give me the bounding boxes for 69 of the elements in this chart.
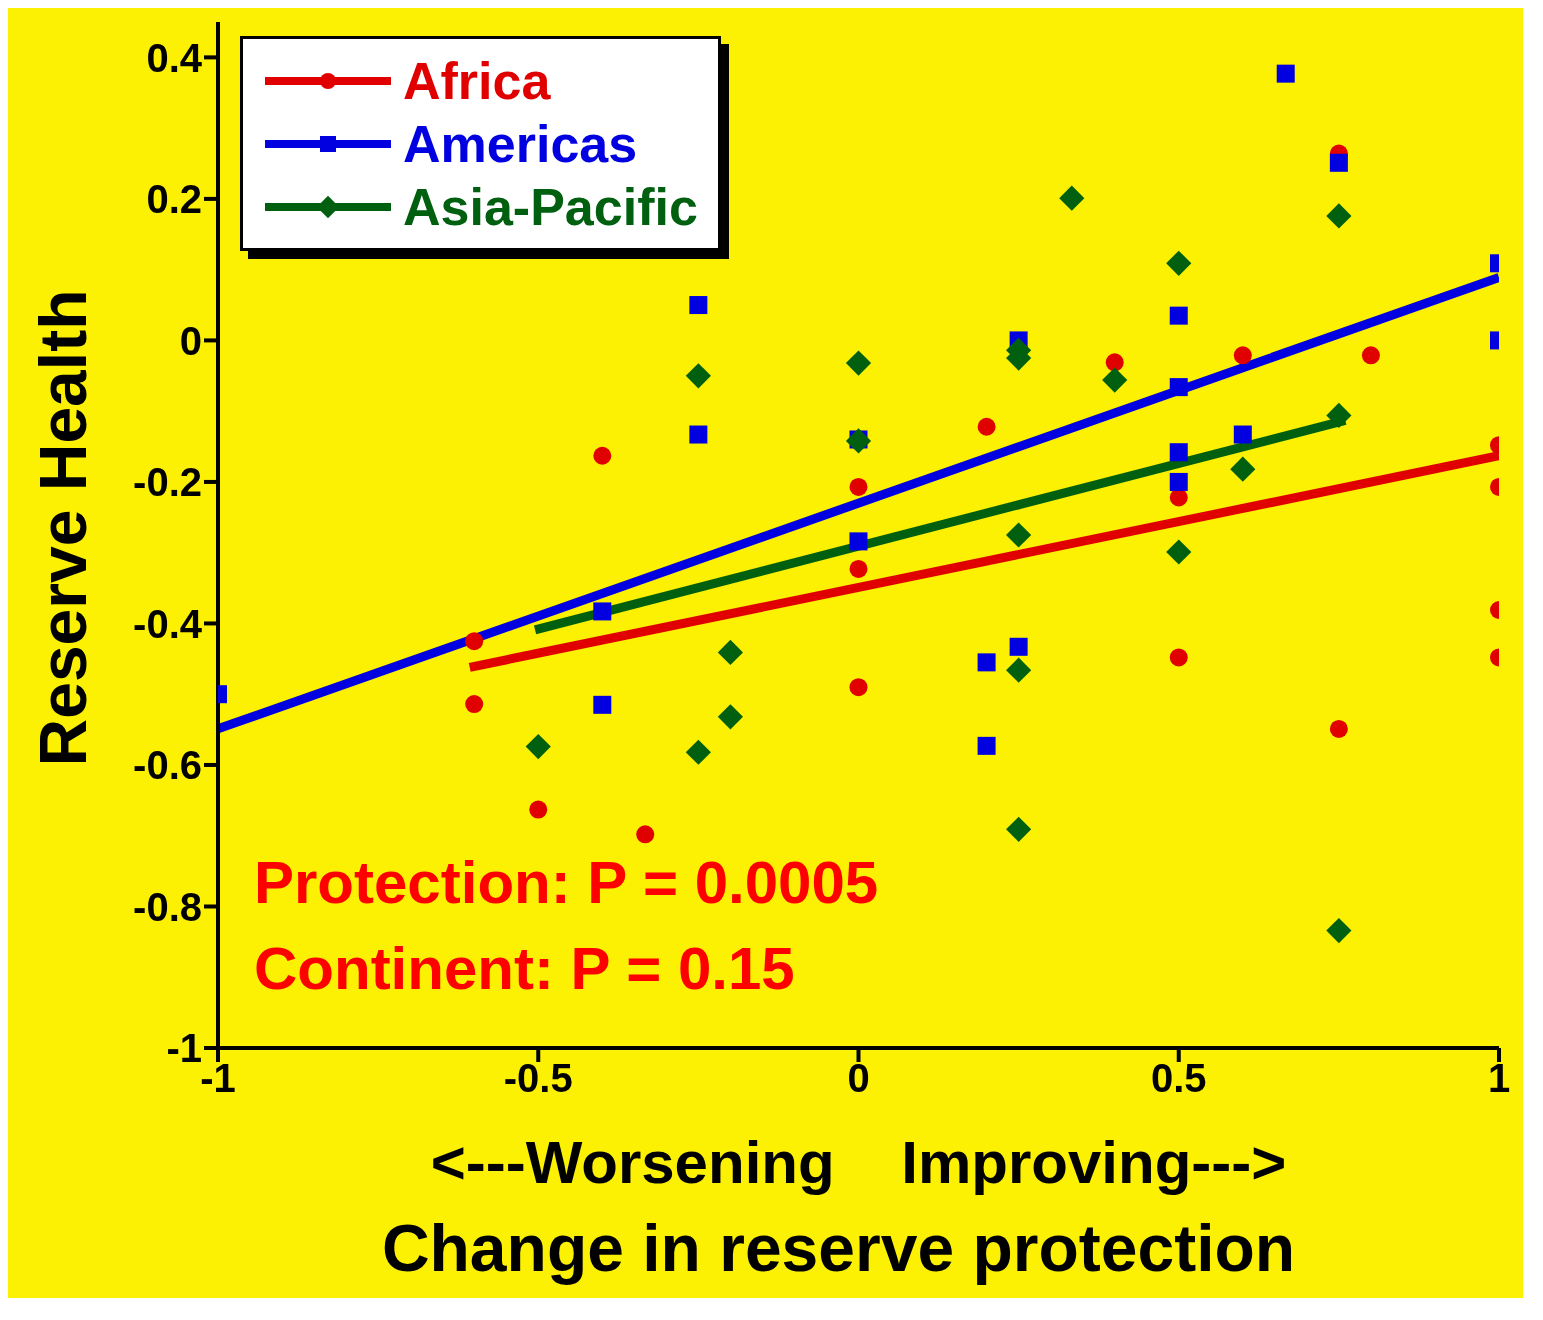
point	[465, 695, 484, 714]
annotation: Continent: P = 0.15	[254, 934, 795, 1003]
point	[1326, 203, 1352, 229]
y-tick-label: -0.8	[133, 884, 202, 929]
x-tick-label: -0.5	[503, 1056, 573, 1101]
text: <---Worsening Improving--->	[429, 1128, 1288, 1197]
legend-label: Americas	[403, 113, 638, 174]
point	[977, 736, 996, 755]
point	[717, 704, 743, 730]
point	[529, 800, 548, 819]
y-tick-label: -0.4	[133, 601, 203, 646]
point	[1169, 472, 1188, 491]
x-axis-title: Change in reserve protection	[380, 1210, 1297, 1286]
point	[849, 532, 868, 551]
point	[593, 446, 612, 465]
point	[1169, 378, 1188, 397]
point	[1230, 456, 1256, 482]
point	[845, 428, 872, 454]
point	[593, 695, 612, 714]
point	[689, 296, 708, 315]
point	[593, 602, 612, 621]
point	[717, 639, 743, 666]
x-tick-label: 1	[1487, 1056, 1511, 1101]
y-tick-label: -0.2	[133, 460, 202, 505]
y-axis-title: Reserve Health	[25, 289, 101, 767]
point	[845, 350, 872, 376]
point	[525, 733, 551, 760]
point	[1329, 153, 1348, 172]
point	[1233, 425, 1252, 444]
y-tick-label: 0.2	[146, 177, 202, 222]
point	[1169, 648, 1188, 667]
point	[977, 653, 996, 672]
y-tick-label: 0.4	[146, 35, 203, 80]
point	[1059, 185, 1085, 211]
y-tick-label: -0.6	[133, 743, 202, 788]
legend-label: Asia-Pacific	[403, 176, 698, 237]
point	[1006, 657, 1032, 683]
legend-label: Africa	[403, 50, 551, 111]
point	[1329, 719, 1348, 738]
point	[465, 632, 484, 651]
annotation: Protection: P = 0.0005	[254, 848, 879, 917]
point	[636, 825, 655, 844]
point	[849, 477, 868, 496]
point	[1166, 250, 1192, 276]
point	[1166, 539, 1192, 565]
point	[1102, 367, 1128, 393]
point	[1276, 64, 1295, 83]
point	[977, 417, 996, 436]
point	[1006, 816, 1032, 842]
point	[1233, 346, 1252, 365]
point	[1361, 346, 1380, 365]
x-tick-label: 0.5	[1150, 1056, 1207, 1101]
x-tick-label: -1	[200, 1056, 236, 1101]
y-tick-label: 0	[179, 318, 202, 363]
point	[689, 425, 708, 444]
point	[1105, 353, 1124, 372]
point	[1169, 443, 1188, 462]
point	[1169, 488, 1188, 507]
point	[1169, 306, 1188, 325]
point	[1006, 522, 1032, 548]
point	[1009, 637, 1028, 656]
point	[685, 363, 711, 389]
point	[849, 678, 868, 697]
point	[1326, 917, 1352, 944]
point	[685, 739, 711, 765]
y-tick-label: -1	[166, 1026, 202, 1071]
point	[1326, 402, 1352, 429]
point	[849, 559, 868, 578]
x-tick-label: 0	[847, 1056, 870, 1101]
